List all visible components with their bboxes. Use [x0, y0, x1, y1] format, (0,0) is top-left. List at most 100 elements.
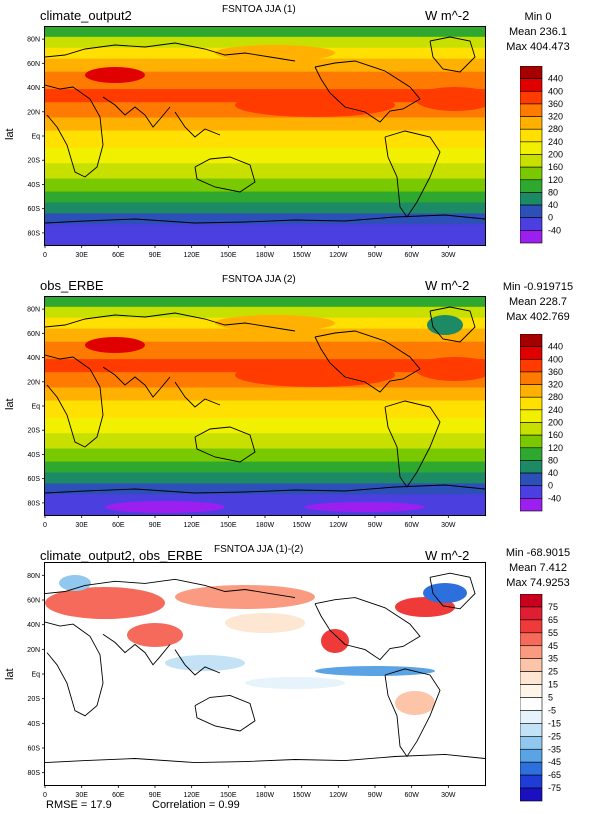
colorbar-label: 55	[548, 628, 558, 638]
colorbar-swatch	[520, 498, 543, 512]
y-tick-label: 80N	[27, 307, 40, 314]
panel-left-title: obs_ERBE	[40, 278, 104, 293]
y-tick-label: 20S	[28, 696, 41, 703]
colorbar-swatch	[520, 141, 543, 155]
colorbar-swatch	[520, 78, 543, 92]
coastline	[45, 621, 104, 717]
y-tick-label: 20S	[28, 158, 41, 165]
y-tick-label: 60S	[28, 746, 41, 753]
panel-left-title: climate_output2	[40, 8, 132, 23]
stat-mean: Mean 7.412	[508, 562, 568, 574]
coastline	[174, 381, 221, 408]
colorbar-swatch	[520, 594, 543, 608]
x-tick-label: 30E	[75, 252, 88, 259]
map-field	[45, 297, 485, 515]
y-tick-label: 60S	[28, 206, 41, 213]
field-band	[45, 147, 485, 164]
field-band	[45, 306, 485, 319]
field-feature	[85, 67, 145, 83]
correlation-text: Correlation = 0.99	[152, 799, 240, 811]
x-tick-label: 120W	[329, 252, 348, 259]
colorbar-swatch	[520, 166, 543, 181]
colorbar-label: 65	[548, 615, 558, 625]
map-plot	[44, 296, 486, 516]
y-tick-label: 80S	[28, 770, 41, 777]
colorbar-swatch	[520, 671, 543, 685]
field-band	[45, 117, 485, 132]
colorbar-swatch	[520, 447, 543, 461]
colorbar-label: -75	[548, 783, 561, 793]
x-tick-label: 90W	[368, 252, 383, 259]
colorbar-swatch	[520, 632, 543, 647]
coastline	[45, 42, 296, 62]
colorbar-swatch	[520, 128, 543, 143]
x-tick-label: 90E	[149, 252, 162, 259]
x-tick-label: 90W	[368, 522, 383, 529]
colorbar-label: -45	[548, 757, 561, 767]
colorbar-swatch	[520, 371, 543, 385]
colorbar-label: 280	[548, 124, 563, 134]
panel-left-title: climate_output2, obs_ERBE	[40, 548, 203, 563]
field-band	[45, 472, 485, 484]
colorbar-swatch	[520, 90, 543, 105]
field-feature	[225, 613, 305, 633]
colorbar-label: -65	[548, 770, 561, 780]
colorbar-label: 15	[548, 680, 558, 690]
x-tick-label: 180W	[256, 252, 275, 259]
panel-units: W m^-2	[425, 8, 470, 23]
x-tick-label: 120E	[183, 522, 200, 529]
x-tick-label: 60E	[112, 792, 125, 799]
field-feature	[321, 629, 349, 653]
field-band	[45, 163, 485, 180]
y-tick-label: 60N	[27, 61, 40, 68]
y-tick-label: 20N	[27, 647, 40, 654]
colorbar-label: 40	[548, 468, 558, 478]
panel-stats: Min -68.9015 Mean 7.412 Max 74.9253	[483, 546, 593, 591]
panel-title: FSNTOA JJA (1)	[222, 4, 296, 15]
panel-stats: Min 0 Mean 236.1 Max 404.473	[483, 10, 593, 55]
coastline	[174, 111, 221, 138]
x-tick-label: 30W	[441, 792, 456, 799]
field-band	[45, 448, 485, 463]
colorbar-swatch	[520, 761, 543, 776]
colorbar-label: -25	[548, 731, 561, 741]
field-feature	[215, 45, 335, 61]
field-feature	[235, 363, 395, 387]
y-tick-label: Eq	[31, 672, 40, 679]
colorbar-label: 320	[548, 380, 563, 390]
field-band	[45, 483, 485, 495]
colorbar-label: 80	[548, 187, 558, 197]
field-feature	[59, 575, 91, 591]
colorbar-swatch	[520, 217, 543, 231]
colorbar-label: 120	[548, 175, 563, 185]
x-tick-label: 60E	[112, 252, 125, 259]
colorbar-swatch	[520, 736, 543, 750]
coastline	[314, 597, 421, 661]
x-tick-label: 30E	[75, 522, 88, 529]
map-plot	[44, 26, 486, 246]
coastline	[194, 156, 256, 193]
x-tick-label: 30W	[441, 252, 456, 259]
y-tick-label: 60S	[28, 476, 41, 483]
colorbar-swatch	[520, 204, 543, 219]
colorbar-label: 360	[548, 99, 563, 109]
coastline	[384, 668, 441, 758]
field-feature	[45, 587, 165, 619]
x-tick-label: 60E	[112, 522, 125, 529]
colorbar-swatch	[520, 658, 543, 672]
colorbar-swatch	[520, 346, 543, 360]
colorbar-swatch	[520, 697, 543, 711]
colorbar-label: -5	[548, 705, 556, 715]
y-tick-label: 60N	[27, 598, 40, 605]
field-band	[45, 341, 485, 360]
x-tick-label: 60W	[404, 252, 419, 259]
field-band	[45, 400, 485, 419]
x-tick-label: 150W	[293, 252, 312, 259]
x-tick-label: 150W	[293, 522, 312, 529]
panel-title: FSNTOA JJA (2)	[222, 274, 296, 285]
field-feature	[215, 315, 335, 331]
y-tick-label: 40N	[27, 622, 40, 629]
coastline	[45, 214, 485, 224]
field-feature	[235, 93, 395, 117]
